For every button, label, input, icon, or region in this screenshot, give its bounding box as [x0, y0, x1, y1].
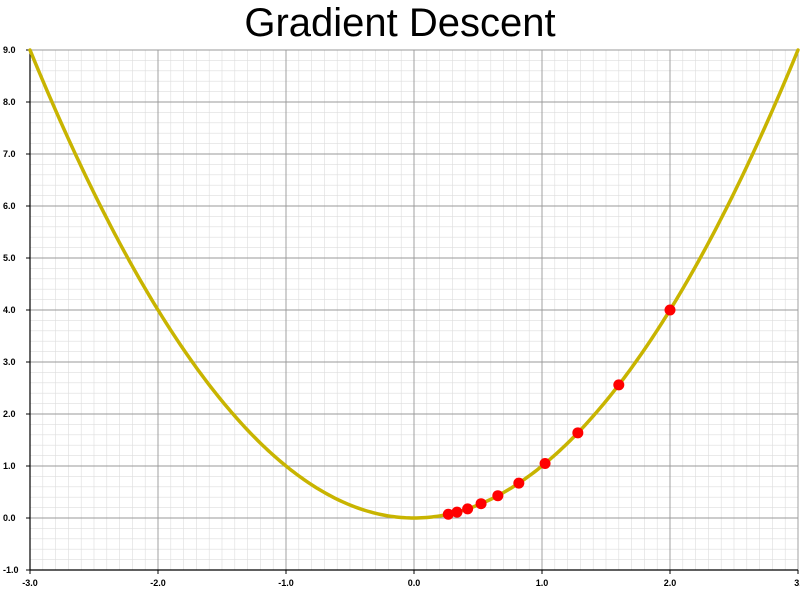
descent-point	[462, 503, 474, 515]
y-tick-label: 2.0	[3, 409, 16, 419]
y-tick-label: 1.0	[3, 461, 16, 471]
axes	[26, 49, 799, 574]
y-tick-label: 5.0	[3, 253, 16, 263]
y-tick-label: -1.0	[3, 565, 19, 575]
y-tick-label: 7.0	[3, 149, 16, 159]
descent-point	[539, 457, 551, 469]
y-tick-label: 3.0	[3, 357, 16, 367]
y-tick-label: 8.0	[3, 97, 16, 107]
y-tick-label: 9.0	[3, 45, 16, 55]
x-tick-label: 2.0	[664, 578, 677, 588]
descent-point	[572, 427, 584, 439]
descent-point	[475, 498, 487, 510]
y-tick-label: 4.0	[3, 305, 16, 315]
x-tick-label: -3.0	[22, 578, 38, 588]
y-tick-label: 6.0	[3, 201, 16, 211]
x-tick-label: 3.	[794, 578, 800, 588]
descent-point	[451, 506, 463, 518]
x-tick-label: 0.0	[408, 578, 421, 588]
x-tick-label: -2.0	[150, 578, 166, 588]
descent-point	[664, 304, 676, 316]
y-tick-label: 0.0	[3, 513, 16, 523]
descent-point	[492, 490, 504, 502]
tick-labels: -3.0 -2.0 -1.0 0.0 1.0 2.0 3. -1.0 0.0 1.0 2.0 3.0 4…	[3, 45, 800, 588]
descent-point	[613, 379, 625, 391]
chart-title: Gradient Descent	[244, 1, 556, 45]
x-tick-label: -1.0	[278, 578, 294, 588]
descent-point	[442, 508, 454, 520]
x-tick-label: 1.0	[536, 578, 549, 588]
descent-point	[513, 477, 525, 489]
series-layer	[28, 48, 800, 520]
